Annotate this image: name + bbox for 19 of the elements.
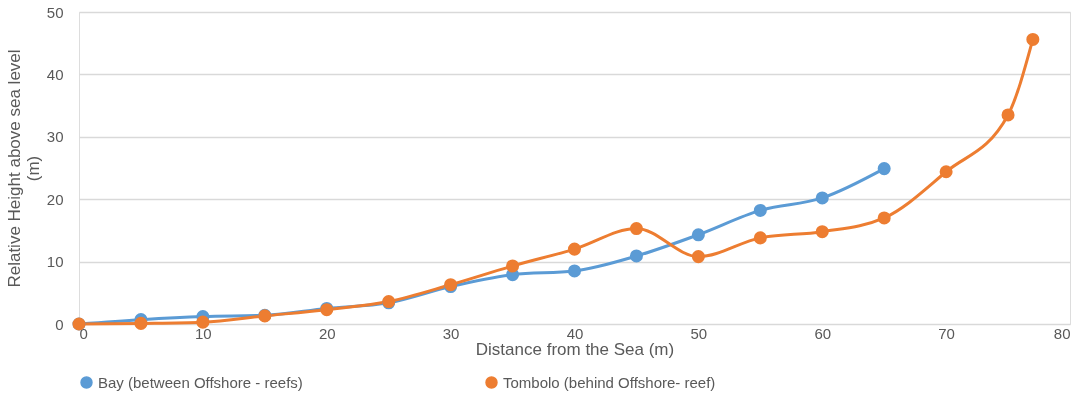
x-tick-label: 80: [1053, 324, 1071, 342]
y-tick-label: 20: [46, 190, 64, 208]
x-axis-title: Distance from the Sea (m): [475, 339, 675, 359]
x-tick-label: 40: [566, 324, 584, 342]
text: Relative Height above sea level: [4, 49, 24, 288]
y-tick-label: 40: [46, 65, 64, 83]
y-tick-label: 30: [46, 128, 64, 146]
y-tick-label: 50: [46, 3, 64, 21]
x-tick-label: 0: [79, 324, 88, 342]
y-tick-label: 10: [46, 253, 64, 271]
text: (m): [23, 155, 43, 182]
x-tick-label: 70: [938, 324, 955, 342]
x-tick-label: 20: [318, 324, 336, 342]
x-tick-label: 10: [195, 324, 212, 342]
x-tick-label: 50: [690, 324, 708, 342]
legend-label: Bay (between Offshore - reefs): [98, 373, 303, 391]
x-tick-label: 30: [442, 324, 460, 342]
legend-label: Tombolo (behind Offshore- reef): [503, 373, 716, 391]
x-tick-label: 60: [814, 324, 832, 342]
